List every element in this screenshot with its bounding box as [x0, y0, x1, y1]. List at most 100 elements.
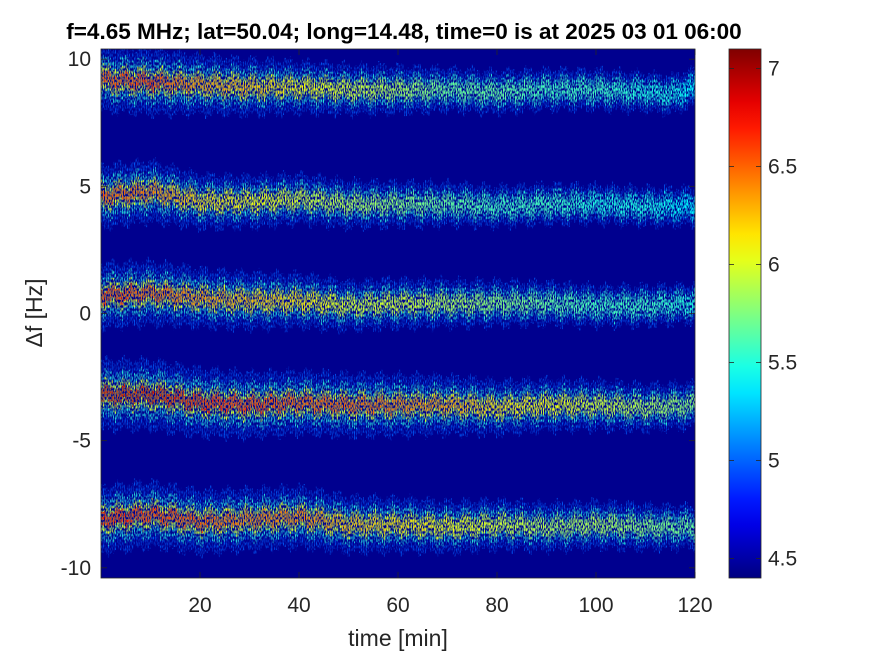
trace-cell — [537, 87, 540, 96]
trace-cell — [140, 288, 143, 302]
trace-cell — [686, 200, 689, 209]
trace-cell — [371, 87, 373, 97]
trace-cell — [402, 83, 404, 93]
trace-cell — [447, 298, 449, 309]
trace-cell — [333, 298, 335, 309]
trace-cell — [217, 199, 219, 211]
trace-cell — [565, 201, 567, 210]
trace-cell — [113, 187, 115, 200]
trace-cell — [537, 301, 540, 311]
trace-cell — [599, 82, 602, 91]
trace-cell — [449, 83, 451, 92]
trace-cell — [463, 297, 465, 307]
trace-cell — [629, 197, 631, 205]
trace-cell — [156, 74, 158, 88]
trace-cell — [338, 196, 340, 207]
trace-cell — [418, 82, 420, 92]
trace-cell — [334, 195, 337, 206]
trace-cell — [184, 193, 186, 205]
trace-cell — [104, 192, 106, 205]
trace-cell — [348, 298, 351, 309]
trace-cell — [521, 300, 524, 310]
trace-cell — [511, 294, 514, 304]
trace-cell — [676, 204, 678, 212]
trace-cell — [416, 202, 418, 212]
trace-cell — [398, 298, 401, 308]
trace-cell — [457, 87, 460, 97]
trace-cell — [615, 202, 617, 210]
trace-cell — [192, 194, 195, 206]
trace-cell — [411, 196, 413, 206]
trace-cell — [551, 201, 553, 210]
trace-cell — [549, 85, 552, 94]
trace-cell — [230, 193, 233, 204]
trace-cell — [563, 84, 566, 93]
trace-cell — [237, 78, 240, 91]
trace-cell — [336, 84, 339, 95]
trace-cell — [369, 296, 371, 307]
trace-cell — [442, 86, 444, 95]
trace-cell — [139, 73, 141, 87]
trace-cell — [551, 295, 553, 304]
trace-cell — [182, 78, 184, 91]
trace-cell — [151, 79, 153, 93]
trace-cell — [135, 182, 138, 196]
trace-cell — [530, 84, 533, 93]
trace-cell — [565, 82, 567, 91]
trace-cell — [109, 72, 112, 86]
trace-cell — [409, 300, 411, 311]
trace-cell — [334, 88, 337, 99]
trace-cell — [315, 87, 318, 98]
trace-cell — [314, 83, 316, 94]
trace-cell — [655, 86, 657, 94]
trace-cell — [468, 302, 470, 313]
trace-cell — [243, 82, 245, 94]
trace-cell — [619, 82, 621, 90]
trace-cell — [178, 72, 181, 85]
trace-cell — [457, 294, 460, 304]
trace-cell — [513, 85, 515, 95]
trace-cell — [516, 200, 519, 209]
trace-cell — [291, 295, 294, 307]
trace-cell — [170, 187, 172, 200]
trace-cell — [398, 202, 401, 212]
trace-cell — [360, 303, 363, 314]
trace-cell — [357, 86, 359, 97]
trace-cell — [152, 182, 155, 196]
trace-cell — [541, 196, 543, 205]
trace-cell — [135, 77, 138, 91]
trace-cell — [608, 302, 611, 311]
trace-cell — [163, 193, 165, 206]
trace-cell — [476, 87, 479, 96]
trace-cell — [464, 297, 467, 308]
trace-cell — [317, 192, 320, 203]
trace-cell — [650, 89, 652, 98]
trace-cell — [516, 295, 519, 305]
trace-cell — [572, 300, 574, 309]
trace-cell — [300, 84, 302, 95]
trace-cell — [582, 200, 585, 209]
trace-cell — [388, 295, 391, 305]
trace-cell — [405, 293, 408, 304]
trace-cell — [449, 303, 451, 313]
trace-cell — [424, 197, 427, 207]
trace-cell — [535, 296, 538, 306]
trace-cell — [619, 303, 621, 312]
trace-cell — [558, 86, 560, 95]
trace-cell — [450, 84, 453, 94]
trace-cell — [139, 292, 141, 306]
trace-cell — [366, 297, 368, 308]
trace-cell — [326, 79, 328, 90]
trace-cell — [641, 202, 643, 211]
trace-cell — [584, 203, 586, 212]
trace-cell — [681, 91, 683, 100]
trace-cell — [506, 300, 508, 310]
trace-cell — [180, 196, 183, 209]
trace-cell — [515, 90, 517, 99]
trace-cell — [407, 196, 410, 206]
trace-cell — [210, 296, 212, 308]
trace-cell — [594, 303, 597, 312]
trace-cell — [608, 89, 611, 98]
trace-cell — [125, 287, 127, 301]
trace-cell — [142, 185, 145, 199]
